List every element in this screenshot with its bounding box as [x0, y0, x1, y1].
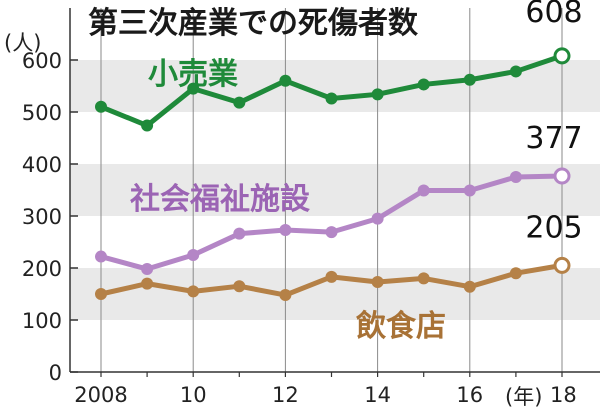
data-point: [95, 100, 107, 113]
data-point: [417, 272, 430, 285]
data-point: [279, 224, 292, 237]
data-point: [233, 227, 246, 240]
data-point: [463, 280, 476, 293]
data-point: [553, 47, 571, 65]
data-label: 377: [525, 121, 582, 156]
x-tick-label: 10: [180, 383, 207, 407]
chart-title: 第三次産業での死傷者数: [88, 6, 419, 41]
data-point: [553, 167, 571, 185]
series-label: 飲食店: [356, 309, 446, 344]
series-layer: 小売業 608 社会福祉施設 377 飲食店 205: [95, 0, 583, 344]
data-point: [95, 288, 107, 300]
data-label: 608: [525, 0, 582, 30]
data-point: [463, 184, 476, 197]
data-point: [463, 73, 476, 86]
y-tick-label: 600: [22, 49, 62, 73]
data-point: [233, 96, 246, 109]
data-point: [325, 226, 338, 239]
data-point: [371, 212, 384, 225]
y-tick-label: 300: [22, 205, 62, 229]
x-tick-label: 2008: [74, 383, 127, 407]
y-tick-label: 100: [22, 309, 62, 333]
y-tick-label: 500: [22, 101, 62, 125]
grid-band: [70, 164, 600, 216]
data-point: [509, 171, 522, 183]
x-tick-label: 12: [272, 383, 299, 407]
x-tick-label: 14: [364, 383, 391, 407]
data-point: [553, 256, 571, 274]
data-point: [509, 267, 522, 280]
x-tick-label: 18: [550, 383, 577, 407]
data-point: [187, 249, 200, 261]
data-point: [279, 289, 292, 302]
data-point: [371, 276, 384, 289]
data-point: [187, 82, 200, 95]
y-tick-label: 0: [49, 361, 62, 385]
data-point: [417, 78, 430, 91]
data-point: [417, 184, 430, 197]
series-label: 小売業: [148, 57, 238, 92]
data-point: [371, 88, 384, 101]
data-point: [141, 119, 154, 132]
y-tick-label: 400: [22, 153, 62, 177]
data-label: 205: [525, 210, 582, 245]
series-label: 社会福祉施設: [130, 182, 310, 217]
data-point: [187, 285, 200, 298]
y-axis-unit: (人): [4, 31, 41, 55]
data-point: [141, 277, 154, 290]
x-axis-unit: (年): [505, 385, 542, 409]
data-point: [233, 280, 246, 293]
data-point: [325, 270, 338, 283]
data-point: [509, 65, 522, 78]
data-point: [141, 263, 154, 276]
data-point: [325, 92, 338, 105]
x-tick-label: 16: [456, 383, 483, 407]
data-point: [279, 74, 292, 87]
y-tick-label: 200: [22, 257, 62, 281]
data-point: [95, 250, 107, 263]
